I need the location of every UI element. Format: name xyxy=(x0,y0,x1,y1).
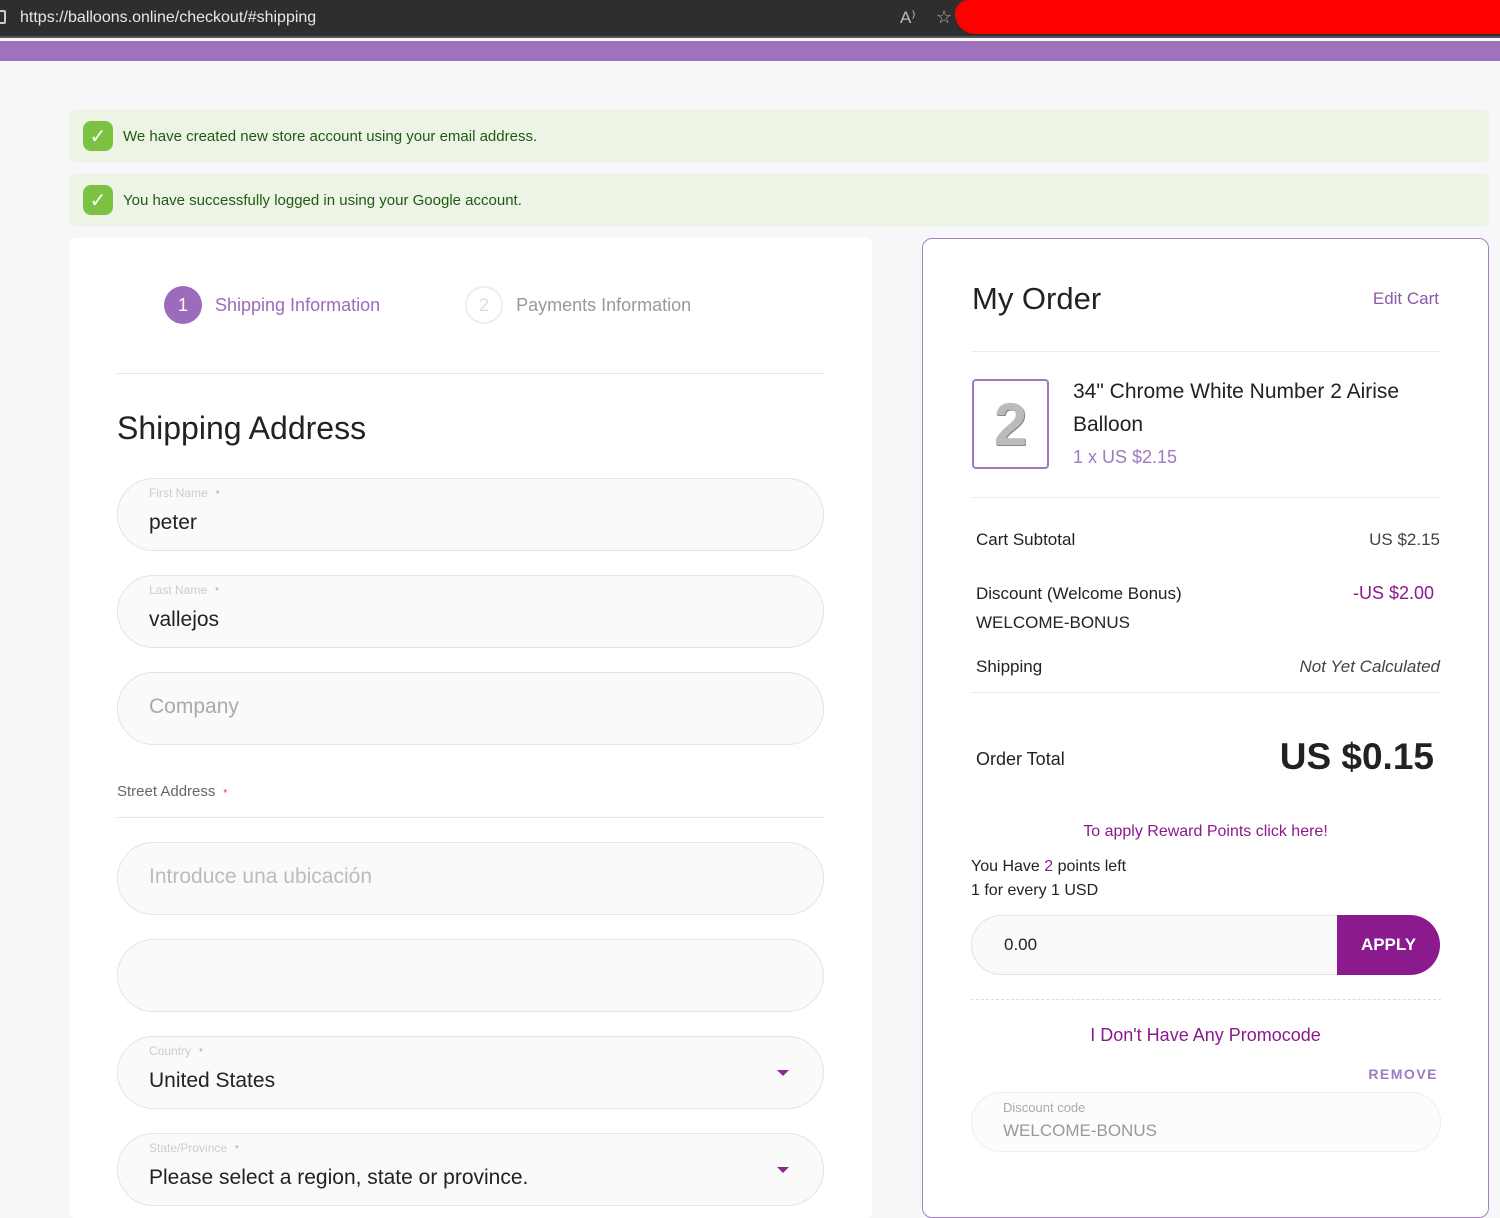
divider xyxy=(971,692,1441,693)
chevron-down-icon[interactable] xyxy=(777,1070,789,1076)
discount-row: Discount (Welcome Bonus) WELCOME-BONUS -… xyxy=(976,579,1440,637)
discount-code: WELCOME-BONUS xyxy=(976,613,1130,632)
discount-code-value: WELCOME-BONUS xyxy=(1003,1121,1157,1140)
site-header-bar xyxy=(0,41,1500,61)
street-line-1-field[interactable]: Introduce una ubicación xyxy=(117,842,824,915)
subtotal-label: Cart Subtotal xyxy=(976,530,1076,549)
browser-toolbar: https://balloons.online/checkout/#shippi… xyxy=(0,0,1500,38)
message-text: You have successfully logged in using yo… xyxy=(123,191,522,209)
order-total-label: Order Total xyxy=(976,749,1065,769)
chevron-down-icon[interactable] xyxy=(777,1167,789,1173)
required-mark: * xyxy=(215,586,219,597)
required-mark: * xyxy=(235,1144,239,1155)
last-name-field[interactable]: Last Name * vallejos xyxy=(117,575,824,648)
step-2-number[interactable]: 2 xyxy=(465,286,504,324)
remove-discount-button[interactable]: REMOVE xyxy=(1368,1066,1438,1082)
product-price: 1 x US $2.15 xyxy=(1073,447,1178,467)
read-aloud-icon[interactable]: A⁾ xyxy=(900,8,916,27)
divider xyxy=(971,497,1441,498)
divider xyxy=(117,817,824,818)
state-value: Please select a region, state or provinc… xyxy=(149,1166,529,1189)
company-placeholder: Company xyxy=(149,695,239,718)
discount-label: Discount (Welcome Bonus) xyxy=(976,584,1182,603)
required-mark: * xyxy=(215,489,220,500)
page-title: Shipping Address xyxy=(117,410,367,446)
checkmark-icon: ✓ xyxy=(83,121,113,151)
edit-cart-link[interactable]: Edit Cart xyxy=(1372,289,1439,308)
reward-points-input[interactable]: 0.00 xyxy=(971,915,1339,975)
discount-code-field[interactable]: Discount code WELCOME-BONUS xyxy=(971,1092,1441,1152)
address-bar[interactable]: https://balloons.online/checkout/#shippi… xyxy=(20,9,317,26)
state-select[interactable]: State/Province * Please select a region, … xyxy=(117,1133,824,1206)
redaction-mark xyxy=(955,0,1500,34)
last-name-label: Last Name xyxy=(149,583,208,597)
points-info: You Have 2 points left 1 for every 1 USD xyxy=(971,855,1126,903)
street-placeholder: Introduce una ubicación xyxy=(149,865,372,888)
street-address-label: Street Address * xyxy=(117,783,227,800)
message-text: We have created new store account using … xyxy=(123,127,538,145)
first-name-label: First Name xyxy=(149,486,208,500)
street-line-2-field[interactable] xyxy=(117,939,824,1012)
country-value: United States xyxy=(149,1069,276,1092)
success-message: ✓ We have created new store account usin… xyxy=(69,110,1489,162)
required-mark: * xyxy=(223,788,228,799)
discount-code-label: Discount code xyxy=(1003,1100,1086,1115)
success-message: ✓ You have successfully logged in using … xyxy=(69,174,1489,226)
points-prefix: You Have xyxy=(971,858,1040,875)
divider xyxy=(117,373,824,374)
state-label: State/Province xyxy=(149,1141,228,1155)
checkout-steps: 1 Shipping Information 2 Payments Inform… xyxy=(164,286,691,324)
favorite-star-icon[interactable]: ☆ xyxy=(936,7,953,27)
product-thumbnail[interactable]: 2 xyxy=(972,379,1049,469)
apply-button[interactable]: APPLY xyxy=(1337,915,1440,975)
shipping-value: Not Yet Calculated xyxy=(1299,657,1441,676)
company-field[interactable]: Company xyxy=(117,672,824,745)
subtotal-value: US $2.15 xyxy=(1369,530,1440,549)
order-summary-panel: My Order Edit Cart 2 34" Chrome White Nu… xyxy=(922,238,1489,1218)
step-payments-label[interactable]: Payments Information xyxy=(516,294,692,315)
divider xyxy=(971,999,1441,1000)
order-title: My Order xyxy=(972,281,1102,316)
shipping-label: Shipping xyxy=(976,657,1043,676)
shipping-panel: 1 Shipping Information 2 Payments Inform… xyxy=(69,238,872,1218)
discount-value: -US $2.00 xyxy=(1352,583,1434,603)
lock-icon xyxy=(0,10,6,24)
subtotal-row: Cart Subtotal US $2.15 xyxy=(976,530,1440,550)
step-1-number[interactable]: 1 xyxy=(164,286,202,324)
checkmark-icon: ✓ xyxy=(83,185,113,215)
product-name[interactable]: 34" Chrome White Number 2 Airise Balloon xyxy=(1073,380,1400,436)
first-name-value[interactable]: peter xyxy=(149,511,197,534)
points-count: 2 xyxy=(1044,858,1054,875)
last-name-value[interactable]: vallejos xyxy=(149,608,220,631)
shipping-row: Shipping Not Yet Calculated xyxy=(976,657,1440,677)
first-name-field[interactable]: First Name * peter xyxy=(117,478,824,551)
divider xyxy=(971,351,1441,352)
points-rate: 1 for every 1 USD xyxy=(971,882,1099,899)
required-mark: * xyxy=(199,1047,203,1058)
step-shipping-label[interactable]: Shipping Information xyxy=(215,294,381,315)
country-label: Country xyxy=(149,1044,192,1058)
reward-points-link[interactable]: To apply Reward Points click here! xyxy=(1083,823,1328,840)
country-select[interactable]: Country * United States xyxy=(117,1036,824,1109)
points-suffix: points left xyxy=(1057,858,1127,875)
no-promocode-link[interactable]: I Don't Have Any Promocode xyxy=(1090,1025,1321,1045)
street-label-text: Street Address xyxy=(117,783,216,800)
order-total-value: US $0.15 xyxy=(1279,736,1434,777)
